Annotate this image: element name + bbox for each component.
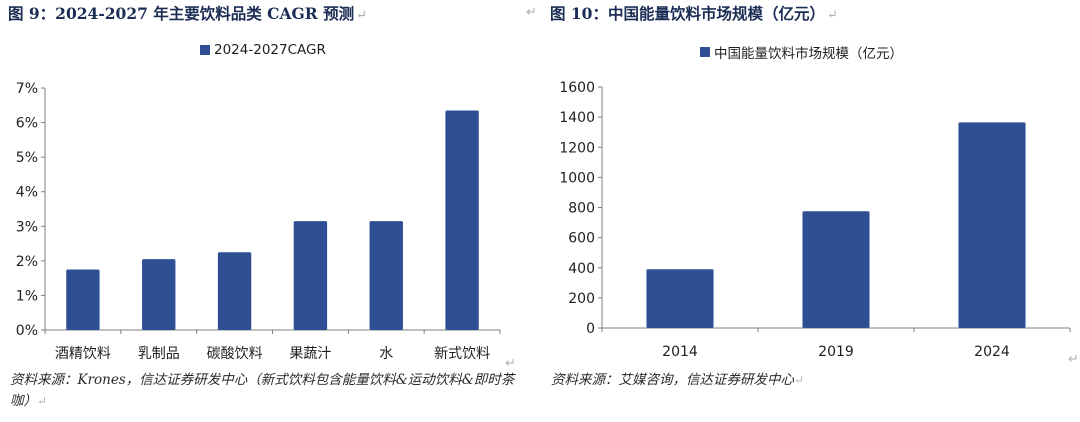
chart-legend: 2024-2027CAGR bbox=[200, 42, 326, 58]
y-tick-label: 1400 bbox=[559, 110, 595, 126]
bar bbox=[445, 110, 479, 330]
y-tick-label: 0 bbox=[586, 321, 595, 337]
x-tick-label: 果蔬汁 bbox=[289, 346, 331, 362]
bar bbox=[802, 211, 870, 328]
y-tick-label: 800 bbox=[568, 201, 595, 217]
source-note: 资料来源：Krones，信达证券研发中心（新式饮料包含能量饮料&运动饮料&即时茶… bbox=[10, 370, 515, 412]
return-mark-icon: ↵ bbox=[526, 5, 537, 20]
x-tick-label: 酒精饮料 bbox=[55, 346, 111, 362]
legend-label: 2024-2027CAGR bbox=[214, 42, 326, 58]
return-mark-icon: ↵ bbox=[356, 8, 367, 23]
return-mark-icon: ↵ bbox=[826, 8, 838, 23]
x-tick-label: 新式饮料 bbox=[434, 346, 490, 362]
bar bbox=[142, 259, 176, 330]
y-tick-label: 1600 bbox=[559, 80, 595, 96]
x-tick-label: 水 bbox=[379, 346, 393, 362]
y-tick-label: 200 bbox=[568, 291, 595, 307]
source-text: 资料来源：艾媒咨询，信达证券研发中心 bbox=[551, 372, 794, 388]
figure-title: 图 10：中国能量饮料市场规模（亿元） ↵ bbox=[550, 2, 838, 24]
bar bbox=[646, 269, 714, 328]
cagr-bar-chart: 0% 1% 2% 3% 4% 5% 6% 7% 酒精饮料 乳制品 碳酸饮料 果蔬汁 水 新式饮料 bbox=[16, 81, 501, 362]
return-mark-icon: ↵ bbox=[1068, 352, 1079, 367]
y-tick-label: 3% bbox=[16, 219, 38, 235]
source-text: 资料来源：Krones，信达证券研发中心（新式饮料包含能量饮料&运动饮料&即时茶… bbox=[10, 372, 515, 409]
y-tick-label: 6% bbox=[16, 116, 38, 132]
y-tick-label: 1% bbox=[16, 288, 38, 304]
y-tick-label: 600 bbox=[568, 231, 595, 247]
bar bbox=[369, 221, 403, 330]
y-tick-label: 5% bbox=[16, 150, 38, 166]
x-tick-label: 乳制品 bbox=[138, 346, 180, 362]
y-tick-label: 4% bbox=[16, 185, 38, 201]
y-tick-label: 2% bbox=[16, 254, 38, 270]
bar bbox=[217, 252, 252, 330]
figure-title-text: 图 10：中国能量饮料市场规模（亿元） bbox=[550, 4, 825, 23]
legend-swatch bbox=[200, 45, 210, 55]
chart-legend: 中国能量饮料市场规模（亿元） bbox=[700, 42, 903, 62]
bar bbox=[293, 221, 328, 330]
source-note: 资料来源：艾媒咨询，信达证券研发中心↵ bbox=[551, 370, 1051, 391]
x-tick-label: 2014 bbox=[662, 344, 698, 360]
bar bbox=[66, 269, 100, 330]
y-tick-label: 400 bbox=[568, 261, 595, 277]
x-tick-label: 碳酸饮料 bbox=[207, 346, 263, 362]
y-tick-label: 1000 bbox=[559, 170, 595, 186]
y-tick-label: 1200 bbox=[559, 140, 595, 156]
x-tick-label: 2024 bbox=[974, 344, 1010, 360]
return-mark-icon: ↵ bbox=[505, 356, 516, 371]
return-mark-icon: ↵ bbox=[37, 394, 48, 408]
cagr-figure-panel: 图 9：2024-2027 年主要饮料品类 CAGR 预测 ↵ 2024-2027… bbox=[0, 0, 530, 422]
figure-title: 图 9：2024-2027 年主要饮料品类 CAGR 预测 ↵ bbox=[8, 2, 367, 24]
legend-swatch bbox=[700, 47, 710, 57]
y-tick-label: 7% bbox=[16, 81, 38, 97]
bar bbox=[958, 122, 1026, 328]
legend-label: 中国能量饮料市场规模（亿元） bbox=[714, 46, 903, 62]
return-mark-icon: ↵ bbox=[794, 373, 805, 387]
y-tick-label: 0% bbox=[16, 323, 38, 339]
figure-title-text: 图 9：2024-2027 年主要饮料品类 CAGR 预测 bbox=[8, 4, 355, 23]
x-tick-label: 2019 bbox=[818, 344, 854, 360]
market-size-bar-chart: 0 200 400 600 800 1000 1200 1400 1600 2014 2019 202… bbox=[559, 80, 1071, 360]
